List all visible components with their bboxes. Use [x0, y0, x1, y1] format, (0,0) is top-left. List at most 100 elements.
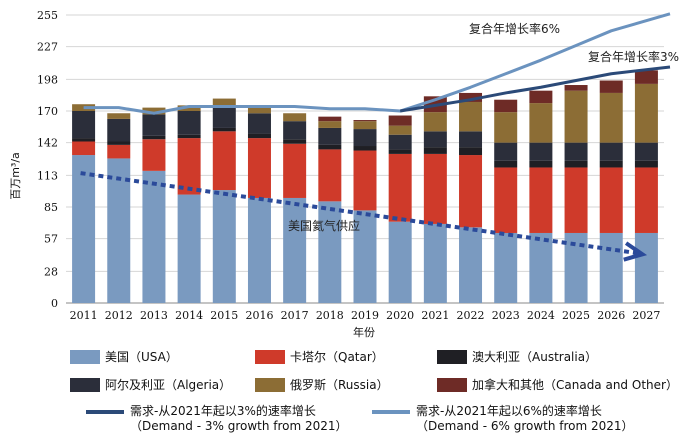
bar-segment [353, 121, 377, 130]
legend-label-usa: 美国（USA） [105, 350, 178, 364]
bar-segment [283, 143, 307, 198]
legend-sublabel-demand-6: （Demand - 6% growth from 2021） [416, 419, 634, 433]
bar-segment [72, 141, 96, 156]
bar-segment [247, 133, 271, 139]
bar-segment [564, 142, 588, 161]
demand-lines [80, 12, 671, 262]
legend-label-russia: 俄罗斯（Russia） [290, 378, 389, 392]
bar-stacks [72, 70, 658, 303]
legend-text-demand-6: 需求-从2021年起以6%的速率增长 （Demand - 6% growth f… [416, 404, 634, 434]
bar-segment [212, 98, 236, 106]
bar-segment [283, 121, 307, 140]
bar-segment [634, 142, 658, 161]
x-axis-ticks: 2011 2012 2013 2014 2015 2016 2017 2018 2019 2020… [70, 309, 661, 322]
bar-segment [388, 221, 412, 303]
bar-segment [494, 99, 518, 113]
bar-segment [212, 190, 236, 303]
legend-line-demand-3 [86, 410, 124, 414]
x-tick-label: 2026 [597, 309, 625, 322]
x-tick-label: 2011 [70, 309, 98, 322]
bar-segment [72, 111, 96, 139]
bar-segment [247, 197, 271, 303]
legend-label-demand-6: 需求-从2021年起以6%的速率增长 [416, 404, 602, 418]
x-tick-label: 2016 [245, 309, 273, 322]
y-tick-label: 113 [37, 169, 58, 182]
bar-segment [247, 113, 271, 134]
bar-segment [247, 138, 271, 198]
bar-segment [634, 83, 658, 143]
bar-segment [247, 107, 271, 114]
y-tick-label: 85 [44, 201, 58, 214]
bar-segment [564, 85, 588, 91]
legend-swatch-australia [437, 349, 467, 364]
bar-segment [529, 167, 553, 233]
bar-segment [388, 149, 412, 154]
bar-segment [529, 103, 553, 143]
line-demand-3 [399, 65, 671, 113]
bar-segment [459, 155, 483, 228]
bar-segment [353, 150, 377, 211]
bar-segment [599, 142, 623, 161]
bar-segment [564, 167, 588, 233]
bar-segment [529, 160, 553, 168]
x-tick-label: 2024 [527, 309, 555, 322]
bar-segment [564, 232, 588, 303]
legend-label-australia: 澳大利亚（Australia） [472, 350, 598, 364]
bar-segment [107, 118, 131, 142]
bar-segment [494, 167, 518, 233]
bar-segment [177, 111, 201, 135]
bar-segment [177, 138, 201, 195]
y-tick-label: 227 [37, 41, 58, 54]
x-tick-label: 2022 [457, 309, 485, 322]
bar-segment [599, 232, 623, 303]
legend-item-russia: 俄罗斯（Russia） [255, 376, 389, 393]
bar-segment [423, 131, 447, 148]
bar-segment [599, 167, 623, 233]
bar-segment [564, 160, 588, 168]
bar-segment [529, 90, 553, 104]
x-tick-label: 2017 [281, 309, 309, 322]
x-tick-label: 2015 [210, 309, 238, 322]
bar-segment [353, 120, 377, 122]
bar-segment [212, 105, 236, 128]
bar-segment [107, 141, 131, 145]
y-tick-label: 170 [37, 105, 58, 118]
bar-segment [423, 147, 447, 154]
trend-arrowhead [623, 241, 648, 262]
bar-segment [388, 125, 412, 135]
x-tick-label: 2027 [632, 309, 660, 322]
bar-segment [353, 210, 377, 303]
bar-segment [459, 227, 483, 303]
legend-swatch-algeria [70, 377, 100, 392]
legend-sublabel-demand-3: （Demand - 3% growth from 2021） [130, 419, 348, 433]
legend-item-demand-6: 需求-从2021年起以6%的速率增长 （Demand - 6% growth f… [372, 404, 634, 434]
x-tick-label: 2012 [105, 309, 133, 322]
legend-swatch-usa [70, 349, 100, 364]
legend-item-algeria: 阿尔及利亚（Algeria） [70, 376, 231, 393]
legend-label-qatar: 卡塔尔（Qatar） [290, 350, 384, 364]
bar-segment [494, 232, 518, 303]
bar-segment [459, 92, 483, 102]
bar-segment [529, 142, 553, 161]
trend-us-helium-supply [80, 171, 639, 256]
y-axis-title: 百万m³/a [9, 152, 22, 200]
legend-line-demand-6 [372, 410, 410, 414]
legend-item-qatar: 卡塔尔（Qatar） [255, 348, 384, 365]
bar-segment [634, 160, 658, 168]
x-tick-label: 2023 [492, 309, 520, 322]
legend-label-demand-3: 需求-从2021年起以3%的速率增长 [130, 404, 316, 418]
bar-segment [142, 107, 166, 115]
bar-segment [634, 232, 658, 303]
bar-segment [142, 170, 166, 303]
x-tick-label: 2018 [316, 309, 344, 322]
bar-segment [599, 80, 623, 93]
bar-segment [388, 134, 412, 150]
bar-segment [494, 112, 518, 143]
legend-swatch-qatar [255, 349, 285, 364]
bar-segment [142, 139, 166, 171]
bar-segment [177, 194, 201, 303]
legend-label-algeria: 阿尔及利亚（Algeria） [105, 378, 232, 392]
bar-segment [107, 144, 131, 159]
bar-segment [283, 197, 307, 303]
